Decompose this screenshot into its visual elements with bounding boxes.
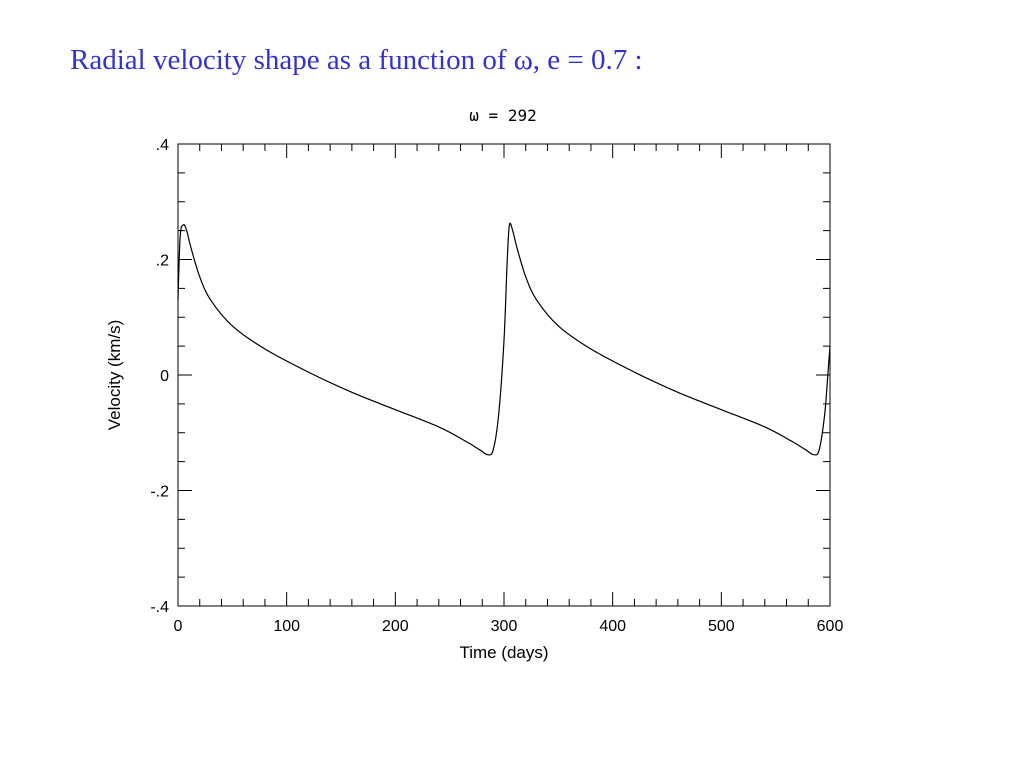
y-tick-label: 0 [160,368,169,385]
x-tick-label: 600 [817,618,844,635]
y-tick-label: .2 [156,253,169,270]
x-tick-label: 200 [382,618,409,635]
y-tick-label: -.4 [150,599,169,616]
plot-frame [177,143,831,607]
y-tick-label: -.2 [150,484,169,501]
velocity-curve [177,222,831,456]
tick-labels: 0 100 200 300 400 500 600 -.4 -.2 0 .2 .4 [150,137,843,635]
series-layer [177,222,831,456]
tick-marks [177,143,831,607]
x-tick-label: 100 [273,618,300,635]
x-tick-label: 0 [174,618,183,635]
x-tick-label: 400 [599,618,626,635]
slide-title: Radial velocity shape as a function of ω… [70,44,643,76]
y-tick-label: .4 [156,137,169,154]
x-tick-label: 300 [491,618,518,635]
x-axis-label: Time (days) [459,643,548,662]
x-tick-label: 500 [708,618,735,635]
y-axis-label: Velocity (km/s) [105,320,124,431]
plot-title: ω = 292 [469,106,536,125]
